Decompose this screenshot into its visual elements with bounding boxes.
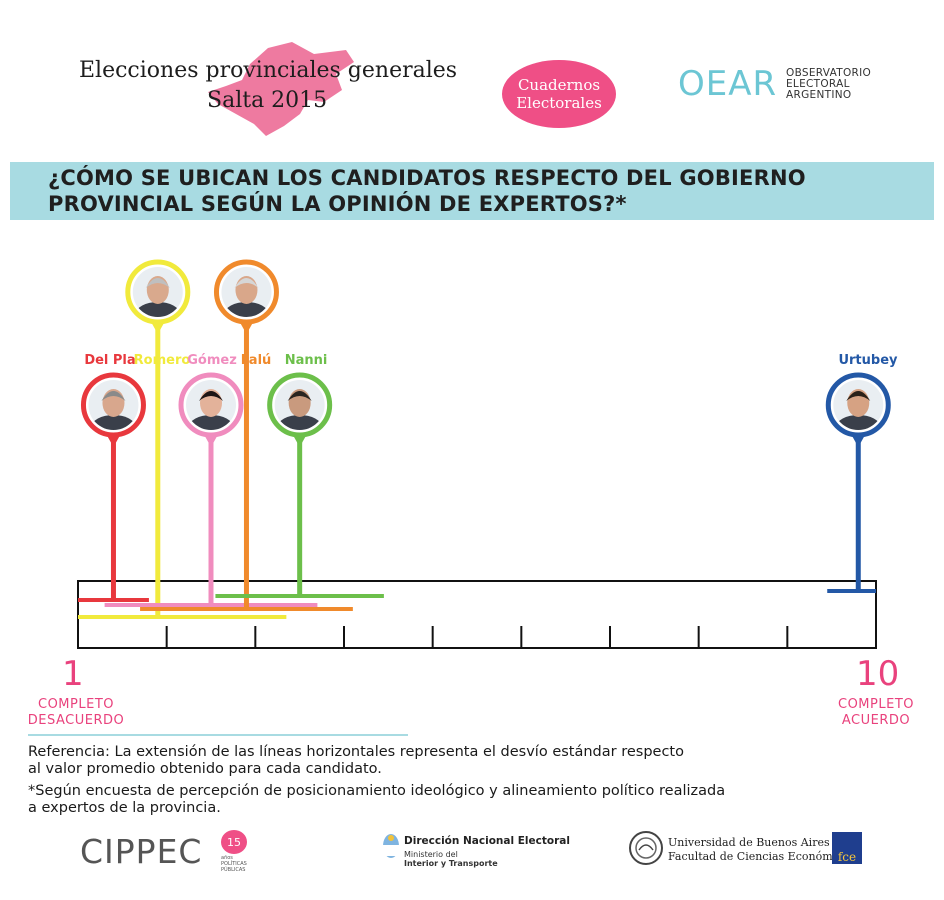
photo-urtubey — [833, 380, 884, 430]
question-line-2: PROVINCIAL SEGÚN LA OPINIÓN DE EXPERTOS?… — [48, 192, 627, 216]
name-label-nanni: Nanni — [285, 353, 328, 368]
dne-title: Dirección Nacional Electoral — [404, 835, 570, 847]
cippec-sub: años POLÍTICAS PÚBLICAS — [221, 855, 247, 873]
cippec-badge-number: 15 — [227, 835, 241, 849]
fce-logo: fce — [832, 832, 862, 864]
oear-text-1: OBSERVATORIO — [786, 67, 872, 79]
name-label-romero: Romero — [134, 353, 191, 368]
cippec-sub-2: PÚBLICAS — [221, 867, 246, 873]
axis-max-label-1: COMPLETO — [838, 697, 914, 712]
uba-seal-icon — [629, 831, 663, 865]
photo-hair-romero — [145, 278, 170, 288]
name-label-del-pla: Del Pla — [84, 353, 135, 368]
axis-min-label-1: COMPLETO — [38, 697, 114, 712]
photo-falu — [221, 267, 272, 317]
axis-min-value: 1 — [62, 654, 84, 694]
dne-sub-2: Interior y Transporte — [404, 859, 498, 868]
axis-box — [77, 580, 877, 649]
photo-body-gomez — [189, 415, 233, 430]
oear-logo-text: OBSERVATORIO ELECTORAL ARGENTINO — [786, 68, 871, 101]
photo-hair-gomez — [199, 391, 223, 401]
candidate-falu: Falú — [140, 259, 353, 611]
photo-body-nanni — [277, 415, 322, 430]
notes-divider — [28, 734, 408, 736]
candidate-gomez: Gómez — [104, 353, 318, 607]
axis-min-label: COMPLETO DESACUERDO — [14, 697, 138, 729]
cippec-sub-1: POLÍTICAS — [221, 861, 247, 867]
cuadernos-badge: Cuadernos Electorales — [502, 60, 616, 128]
cippec-badge-sub: años — [221, 855, 233, 861]
photo-del-pla — [88, 380, 139, 430]
cippec-logo: CIPPEC — [80, 832, 203, 871]
candidate-romero: Romero — [78, 259, 287, 619]
reference-note-2: al valor promedio obtenido para cada can… — [28, 761, 382, 777]
question-banner — [10, 162, 934, 220]
badge-line-2: Electorales — [516, 94, 602, 112]
badge-line-1: Cuadernos — [517, 76, 601, 94]
photo-romero — [132, 267, 183, 317]
page-title: Elecciones provinciales generales — [79, 58, 458, 83]
uba-line-2: Facultad de Ciencias Económicas — [668, 850, 855, 863]
photo-hair-nanni — [287, 391, 312, 401]
axis-max-label-2: ACUERDO — [841, 713, 911, 728]
candidate-del-pla: Del Pla — [78, 353, 149, 602]
page-subtitle: Salta 2015 — [207, 88, 328, 113]
oear-text-2: ELECTORAL — [786, 78, 850, 90]
photo-body-falu — [224, 302, 269, 317]
salta-map-icon — [208, 42, 354, 136]
photo-hair-falu — [234, 278, 259, 288]
footnote-2: a expertos de la provincia. — [28, 800, 221, 816]
argentina-shield-icon — [383, 834, 399, 858]
dne-subtitle: Ministerio del Interior y Transporte — [404, 850, 498, 868]
name-label-gomez: Gómez — [187, 353, 237, 368]
axis-min-label-2: DESACUERDO — [27, 713, 125, 728]
oear-logo: OEAR — [678, 64, 778, 104]
question-line-1: ¿CÓMO SE UBICAN LOS CANDIDATOS RESPECTO … — [48, 166, 806, 190]
photo-body-romero — [135, 302, 180, 317]
oear-text-3: ARGENTINO — [786, 89, 852, 101]
candidate-urtubey: Urtubey — [825, 353, 898, 593]
photo-gomez — [186, 380, 236, 430]
footnote-1: *Según encuesta de percepción de posicio… — [28, 783, 726, 799]
name-label-falu: Falú — [241, 353, 272, 368]
axis-max-value: 10 — [856, 654, 900, 694]
dne-sub-1: Ministerio del — [404, 850, 458, 859]
photo-body-urtubey — [836, 415, 881, 430]
photo-nanni — [274, 380, 325, 430]
name-label-urtubey: Urtubey — [838, 353, 898, 368]
reference-note-1: Referencia: La extensión de las líneas h… — [28, 744, 684, 760]
axis-max-label: COMPLETO ACUERDO — [814, 697, 938, 729]
uba-line-1: Universidad de Buenos Aires — [668, 836, 830, 849]
photo-hair-urtubey — [846, 391, 871, 401]
candidate-nanni: Nanni — [215, 353, 384, 598]
photo-hair-del-pla — [101, 391, 126, 401]
photo-body-del-pla — [91, 415, 136, 430]
cippec-anniversary-badge: 15 — [221, 830, 247, 854]
